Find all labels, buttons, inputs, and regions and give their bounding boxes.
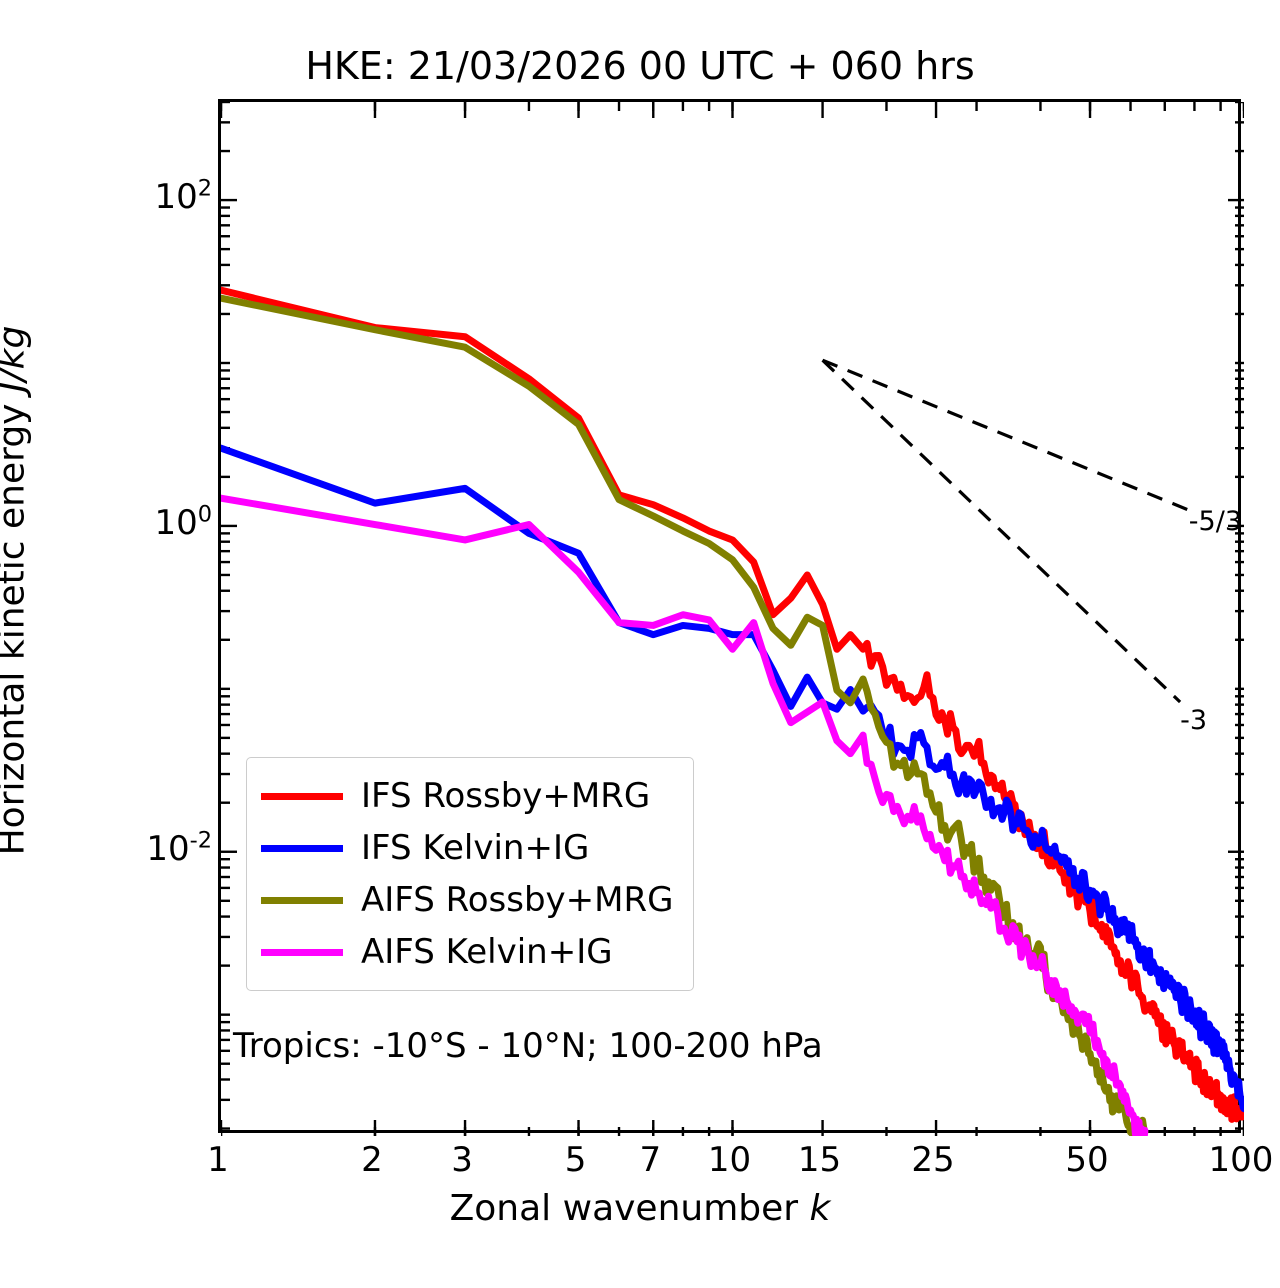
legend: IFS Rossby+MRG IFS Kelvin+IG AIFS Rossby+M… — [246, 757, 695, 991]
region-annotation: Tropics: -10°S - 10°N; 100-200 hPa — [233, 1026, 823, 1066]
legend-item-label: IFS Rossby+MRG — [361, 776, 651, 816]
y-tick-label: 10-2 — [146, 827, 212, 869]
legend-item-label: IFS Kelvin+IG — [361, 828, 590, 868]
legend-item[interactable]: AIFS Kelvin+IG — [261, 926, 673, 978]
y-axis-label-units: J/kg — [0, 325, 33, 393]
series-line-ifs-rossby-mrg — [221, 286, 1244, 1123]
x-axis-label-text: Zonal wavenumber — [449, 1188, 810, 1229]
slope-annotation-label: -5/3 — [1189, 506, 1242, 537]
x-axis-label: Zonal wavenumber k — [0, 1188, 1280, 1229]
reference-slope-line — [821, 358, 1190, 512]
legend-item-label: AIFS Kelvin+IG — [361, 932, 613, 972]
spectrum-plot-svg: -5/3 -3 — [221, 102, 1244, 1136]
x-tick-label: 10 — [707, 1140, 752, 1180]
x-tick-label: 1 — [207, 1140, 229, 1180]
x-tick-label: 3 — [451, 1140, 473, 1180]
legend-item[interactable]: IFS Rossby+MRG — [261, 770, 673, 822]
legend-item[interactable]: IFS Kelvin+IG — [261, 822, 673, 874]
y-tick-label: 102 — [154, 175, 212, 218]
x-tick-label: 25 — [911, 1140, 955, 1180]
slope-annotation-label: -3 — [1180, 705, 1207, 736]
x-tick-label: 50 — [1065, 1140, 1109, 1180]
legend-color-swatch — [261, 844, 343, 852]
legend-item[interactable]: AIFS Rossby+MRG — [261, 874, 673, 926]
y-axis-label-text: Horizontal kinetic energy — [0, 403, 33, 856]
x-tick-label: 5 — [564, 1140, 587, 1180]
y-tick-label: 100 — [154, 501, 212, 543]
series-line-ifs-kelvin-ig — [221, 444, 1244, 1113]
x-axis-label-symbol: k — [809, 1188, 831, 1229]
x-tick-label: 2 — [361, 1140, 383, 1180]
series-line-aifs-rossby-mrg — [221, 294, 1149, 1136]
legend-color-swatch — [261, 948, 343, 956]
legend-color-swatch — [261, 792, 343, 800]
y-axis-label: Horizontal kinetic energy J/kg — [0, 41, 33, 1141]
legend-color-swatch — [261, 896, 343, 904]
x-tick-label: 100 — [1208, 1140, 1274, 1180]
page-title: HKE: 21/03/2026 00 UTC + 060 hrs — [305, 44, 975, 88]
series-line-aifs-kelvin-ig — [221, 494, 1149, 1136]
x-tick-label: 15 — [797, 1140, 842, 1180]
x-tick-label: 7 — [639, 1140, 662, 1180]
legend-item-label: AIFS Rossby+MRG — [361, 880, 674, 920]
reference-slope-line — [821, 359, 1182, 704]
